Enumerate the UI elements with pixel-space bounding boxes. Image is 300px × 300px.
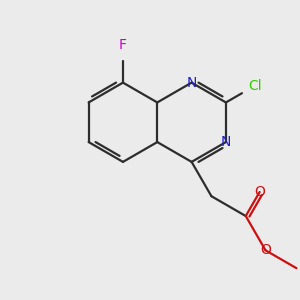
Text: N: N	[186, 76, 197, 90]
Text: O: O	[254, 185, 265, 199]
Text: Cl: Cl	[248, 79, 262, 93]
Text: O: O	[260, 243, 271, 257]
Text: F: F	[119, 38, 127, 52]
Text: N: N	[221, 135, 231, 149]
